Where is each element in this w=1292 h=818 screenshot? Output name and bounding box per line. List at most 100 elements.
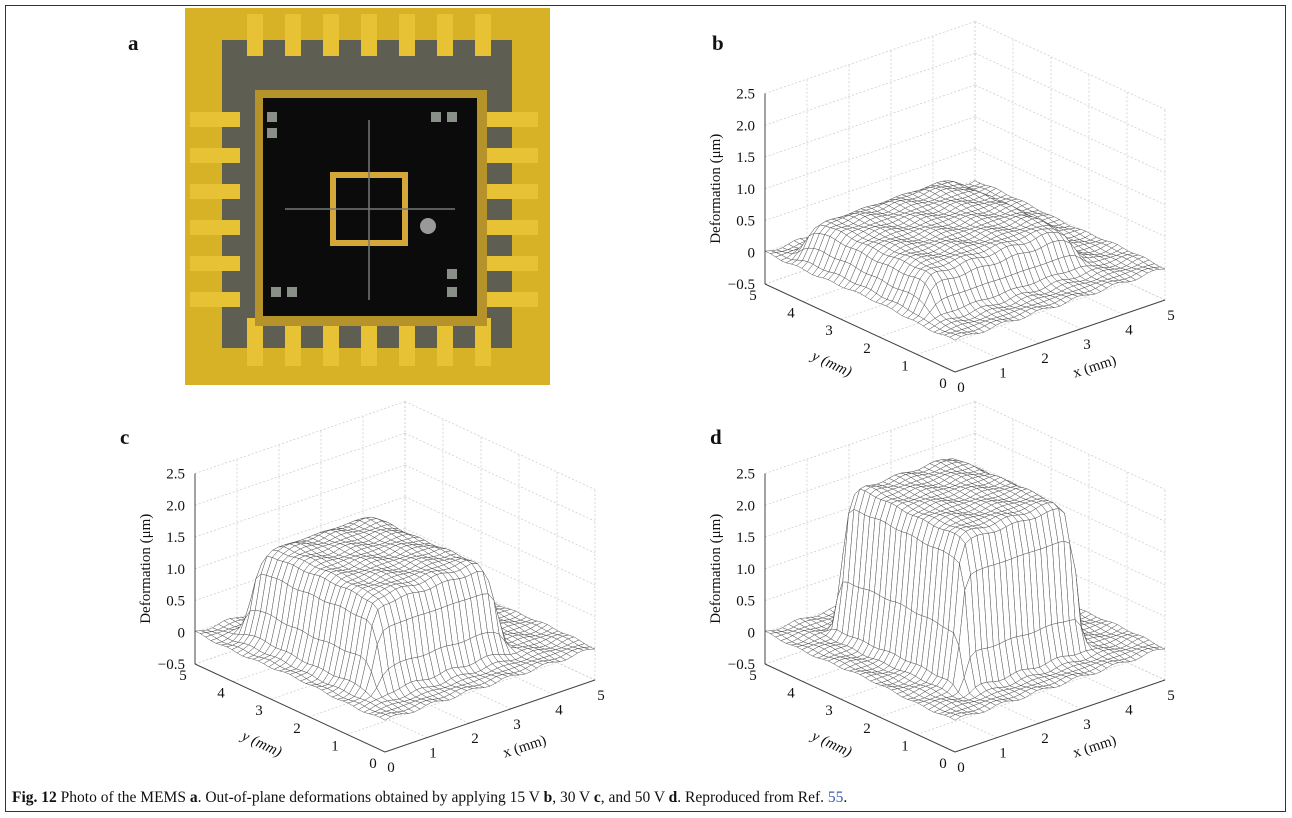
x-tick-label: 2 [1041, 351, 1049, 367]
panel-label: a [128, 31, 139, 55]
die [263, 98, 477, 316]
x-tick-label: 4 [555, 702, 563, 718]
bond-pad [190, 112, 240, 127]
contact-pad [267, 112, 277, 122]
x-tick-label: 2 [471, 731, 479, 747]
y-tick-label: 3 [825, 323, 833, 339]
figure: a b c d Fig. 12 Photo of the MEMS a. Out… [0, 0, 1292, 818]
bond-pad [190, 148, 240, 163]
contact-pad [447, 269, 457, 279]
grid-line [765, 85, 975, 157]
z-tick-label: 1.5 [736, 150, 755, 166]
z-tick-label: 2.5 [736, 87, 755, 103]
x-tick-label: 1 [999, 746, 1007, 762]
bond-pad [482, 148, 538, 163]
y-tick-label: 2 [863, 721, 871, 737]
y-tick-label: 4 [217, 686, 225, 702]
bond-pad [323, 14, 339, 56]
bond-pad [482, 220, 538, 235]
y-axis-label: y (mm) [237, 727, 284, 760]
bond-pad [482, 112, 538, 127]
z-tick-label: 2.0 [736, 118, 755, 134]
marker [420, 218, 436, 234]
bond-pad [190, 184, 240, 199]
z-axis-label: Deformation (μm) [708, 514, 724, 624]
z-tick-label: 0.5 [736, 214, 755, 230]
x-tick-label: 3 [1083, 717, 1091, 733]
x-axis-label: x (mm) [1071, 352, 1118, 381]
grid-line [975, 85, 1165, 173]
surface-plot: 2.52.01.51.00.50−0.5012345012345Deformat… [138, 402, 605, 777]
y-tick-label: 0 [369, 756, 377, 772]
x-tick-label: 5 [1167, 688, 1175, 704]
grid-line [195, 402, 405, 474]
bond-pad [437, 14, 453, 56]
reference-link[interactable]: 55 [828, 789, 844, 806]
x-tick-label: 1 [999, 366, 1007, 382]
x-tick-label: 0 [957, 380, 965, 396]
bond-pad [247, 14, 263, 56]
grid-line [765, 22, 975, 94]
bond-pad [361, 14, 377, 56]
bond-pad [482, 256, 538, 271]
x-tick-label: 0 [957, 760, 965, 776]
z-tick-label: 2.5 [736, 467, 755, 483]
caption-part: . Reproduced from Ref. [677, 789, 828, 806]
caption-part: Fig. 12 [12, 789, 57, 806]
x-tick-label: 5 [597, 688, 605, 704]
x-tick-label: 3 [1083, 337, 1091, 353]
contact-pad [271, 287, 281, 297]
panel-label: d [710, 425, 722, 449]
z-tick-label: 1.0 [736, 182, 755, 198]
y-tick-label: 5 [749, 668, 757, 684]
caption-part: . Out-of-plane deformations obtained by … [198, 789, 544, 806]
y-axis-label: y (mm) [807, 727, 854, 760]
grid-line [405, 465, 595, 553]
bond-pad [285, 14, 301, 56]
surface-plot: 2.52.01.51.00.50−0.5012345012345Deformat… [708, 22, 1175, 397]
z-tick-label: 2.5 [166, 467, 185, 483]
caption-part: . [843, 789, 847, 806]
y-tick-label: 4 [787, 306, 795, 322]
grid-line [765, 117, 975, 189]
z-tick-label: 0.5 [166, 594, 185, 610]
grid-line [765, 53, 975, 125]
x-tick-label: 3 [513, 717, 521, 733]
z-tick-label: 1.5 [166, 530, 185, 546]
z-tick-label: 1.0 [166, 562, 185, 578]
x-axis-label: x (mm) [1071, 732, 1118, 761]
x-tick-label: 0 [387, 760, 395, 776]
bond-pad [190, 256, 240, 271]
contact-pad [267, 128, 277, 138]
panel-label: c [120, 425, 129, 449]
caption: Fig. 12 Photo of the MEMS a. Out-of-plan… [12, 789, 847, 806]
y-tick-label: 5 [749, 288, 757, 304]
contact-pad [447, 112, 457, 122]
y-tick-label: 0 [939, 376, 947, 392]
y-tick-label: 2 [293, 721, 301, 737]
y-tick-label: 5 [179, 668, 187, 684]
panel-label: b [712, 31, 724, 55]
z-axis-label: Deformation (μm) [708, 134, 724, 244]
contact-pad [431, 112, 441, 122]
y-tick-label: 3 [825, 703, 833, 719]
grid-line [405, 402, 595, 490]
y-tick-label: 3 [255, 703, 263, 719]
x-axis-label: x (mm) [501, 732, 548, 761]
x-tick-label: 1 [429, 746, 437, 762]
z-tick-label: 0.5 [736, 594, 755, 610]
surface-plot: 2.52.01.51.00.50−0.5012345012345Deformat… [708, 402, 1175, 777]
z-tick-label: 2.0 [166, 498, 185, 514]
bond-pad [482, 184, 538, 199]
y-tick-label: 0 [939, 756, 947, 772]
z-tick-label: 2.0 [736, 498, 755, 514]
x-tick-label: 4 [1125, 322, 1133, 338]
y-axis-label: y (mm) [807, 347, 854, 380]
caption-part: , 30 V [552, 789, 594, 806]
mems-photo [185, 8, 550, 385]
contact-pad [447, 287, 457, 297]
z-axis-label: Deformation (μm) [138, 514, 154, 624]
z-tick-label: 0 [748, 245, 756, 261]
bond-pad [475, 14, 491, 56]
x-tick-label: 5 [1167, 308, 1175, 324]
